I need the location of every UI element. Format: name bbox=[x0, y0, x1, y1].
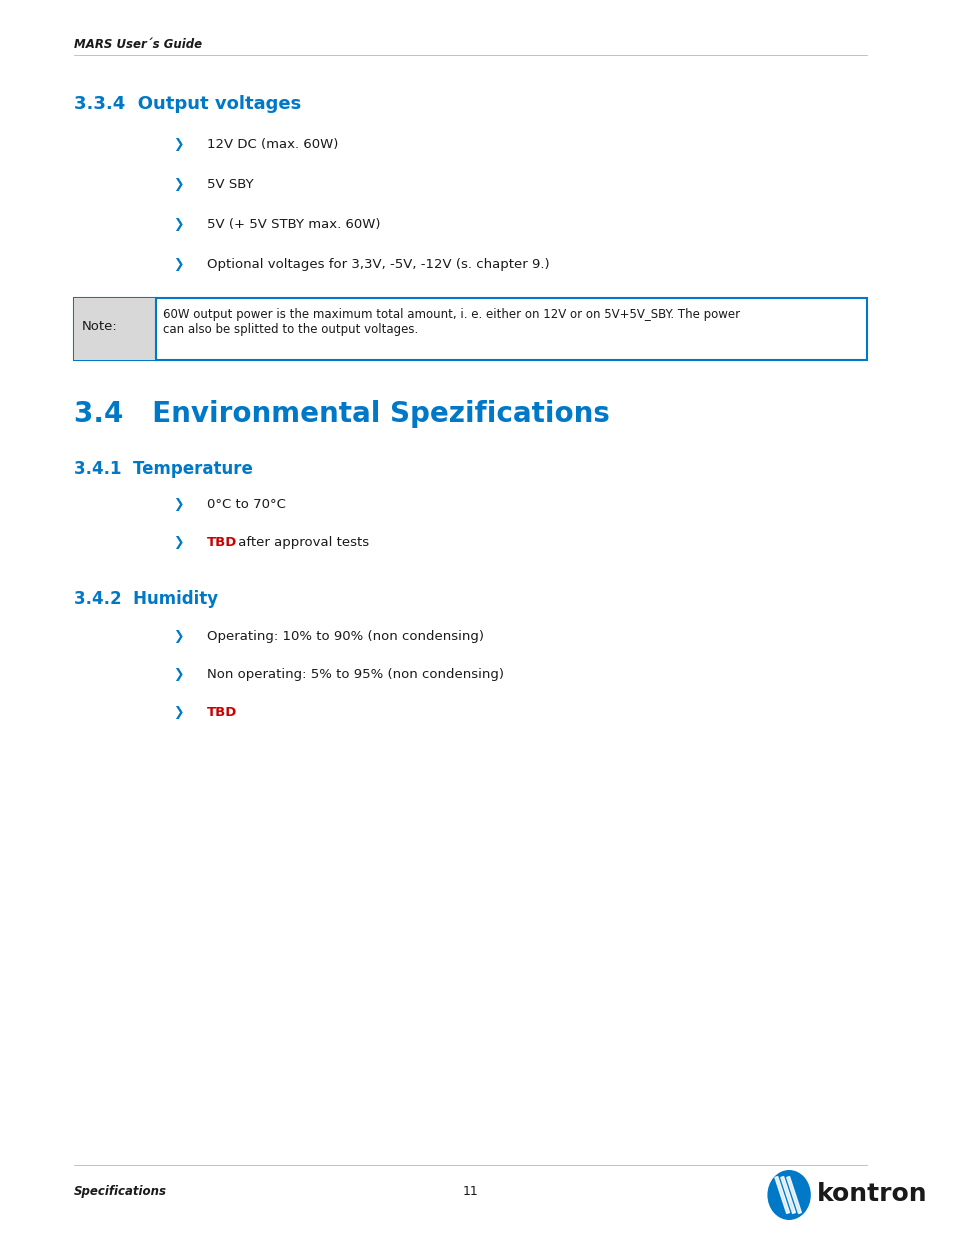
FancyArrow shape bbox=[780, 1177, 795, 1214]
Text: 3.4   Environmental Spezifications: 3.4 Environmental Spezifications bbox=[74, 400, 609, 429]
Text: Operating: 10% to 90% (non condensing): Operating: 10% to 90% (non condensing) bbox=[207, 630, 483, 643]
Text: ❯: ❯ bbox=[172, 630, 183, 643]
Text: 3.4.2  Humidity: 3.4.2 Humidity bbox=[74, 590, 218, 608]
Text: ❯: ❯ bbox=[172, 219, 183, 231]
FancyBboxPatch shape bbox=[74, 298, 866, 359]
FancyArrow shape bbox=[774, 1177, 789, 1214]
FancyBboxPatch shape bbox=[74, 298, 155, 359]
Text: Specifications: Specifications bbox=[74, 1186, 167, 1198]
Text: 3.3.4  Output voltages: 3.3.4 Output voltages bbox=[74, 95, 301, 112]
Text: after approval tests: after approval tests bbox=[233, 536, 369, 550]
Ellipse shape bbox=[766, 1170, 810, 1220]
Text: kontron: kontron bbox=[816, 1182, 926, 1207]
Text: 5V SBY: 5V SBY bbox=[207, 178, 253, 191]
Text: 5V (+ 5V STBY max. 60W): 5V (+ 5V STBY max. 60W) bbox=[207, 219, 380, 231]
Text: TBD: TBD bbox=[207, 706, 237, 719]
Text: ❯: ❯ bbox=[172, 668, 183, 680]
Text: ❯: ❯ bbox=[172, 258, 183, 270]
Text: 11: 11 bbox=[462, 1186, 477, 1198]
Text: 60W output power is the maximum total amount, i. e. either on 12V or on 5V+5V_SB: 60W output power is the maximum total am… bbox=[163, 308, 740, 336]
Text: ❯: ❯ bbox=[172, 178, 183, 191]
Text: 12V DC (max. 60W): 12V DC (max. 60W) bbox=[207, 138, 338, 151]
Text: ❯: ❯ bbox=[172, 706, 183, 719]
Text: Note:: Note: bbox=[82, 320, 117, 333]
Text: ❯: ❯ bbox=[172, 138, 183, 151]
Text: Non operating: 5% to 95% (non condensing): Non operating: 5% to 95% (non condensing… bbox=[207, 668, 503, 680]
Text: MARS User´s Guide: MARS User´s Guide bbox=[74, 38, 202, 51]
Text: ❯: ❯ bbox=[172, 536, 183, 550]
Text: TBD: TBD bbox=[207, 536, 237, 550]
Text: 3.4.1  Temperature: 3.4.1 Temperature bbox=[74, 459, 253, 478]
FancyArrow shape bbox=[786, 1177, 801, 1214]
Text: 0°C to 70°C: 0°C to 70°C bbox=[207, 498, 286, 511]
Text: Optional voltages for 3,3V, -5V, -12V (s. chapter 9.): Optional voltages for 3,3V, -5V, -12V (s… bbox=[207, 258, 549, 270]
Text: ❯: ❯ bbox=[172, 498, 183, 511]
